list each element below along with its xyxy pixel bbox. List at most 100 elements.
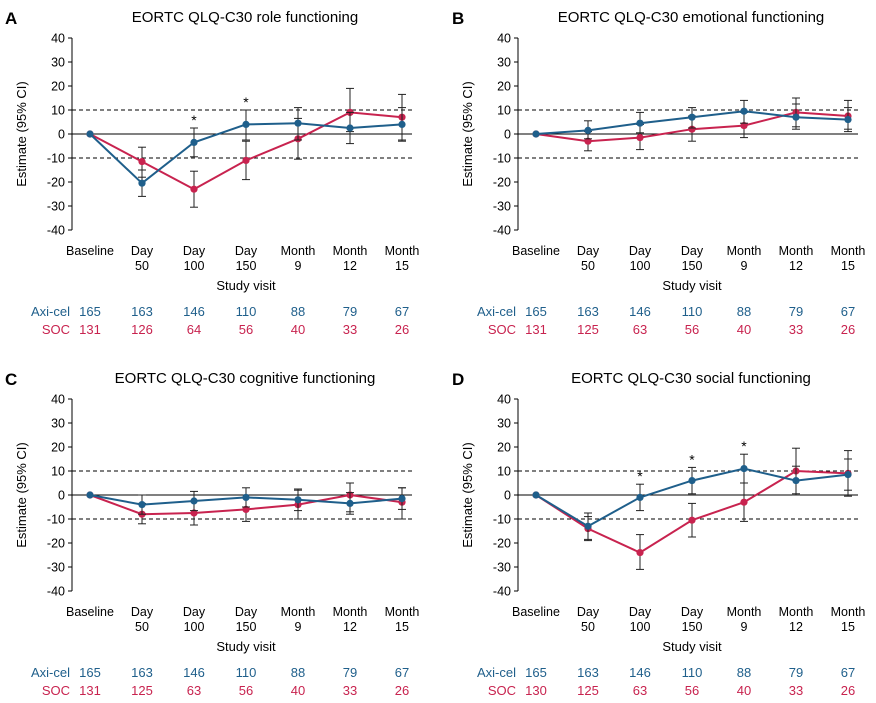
x-tick-label: Day bbox=[577, 605, 600, 619]
axicel-n-value: 67 bbox=[841, 665, 855, 680]
x-tick-label: Day bbox=[629, 244, 652, 258]
y-tick-label: 30 bbox=[51, 417, 65, 431]
y-tick-label: 10 bbox=[497, 465, 511, 479]
x-tick-label: Month bbox=[385, 244, 420, 258]
axicel-point bbox=[138, 179, 146, 187]
x-axis-label: Study visit bbox=[216, 278, 276, 293]
soc-n-value: 63 bbox=[633, 683, 647, 698]
soc-point bbox=[688, 516, 696, 524]
x-tick-label: 150 bbox=[682, 259, 703, 273]
x-axis-label: Study visit bbox=[662, 639, 722, 654]
x-tick-label: 50 bbox=[581, 259, 595, 273]
axicel-n-value: 88 bbox=[737, 304, 751, 319]
axicel-point bbox=[792, 477, 800, 485]
axicel-row-label: Axi-cel bbox=[31, 304, 70, 319]
x-tick-label: 100 bbox=[184, 259, 205, 273]
y-tick-label: -10 bbox=[47, 513, 65, 527]
y-tick-label: 10 bbox=[51, 465, 65, 479]
soc-n-value: 63 bbox=[187, 683, 201, 698]
soc-n-value: 26 bbox=[395, 322, 409, 337]
y-axis-label: Estimate (95% CI) bbox=[460, 442, 475, 547]
x-tick-label: Day bbox=[577, 244, 600, 258]
soc-n-value: 125 bbox=[131, 683, 153, 698]
soc-n-value: 56 bbox=[685, 683, 699, 698]
axicel-row-label: Axi-cel bbox=[31, 665, 70, 680]
x-tick-label: Month bbox=[779, 244, 814, 258]
axicel-n-value: 88 bbox=[737, 665, 751, 680]
significance-asterisk: * bbox=[689, 451, 695, 467]
x-tick-label: Month bbox=[281, 605, 316, 619]
soc-n-value: 125 bbox=[577, 683, 599, 698]
x-tick-label: 50 bbox=[135, 620, 149, 634]
x-tick-label: 15 bbox=[395, 620, 409, 634]
x-tick-label: Baseline bbox=[512, 605, 560, 619]
y-tick-label: 0 bbox=[504, 489, 511, 503]
soc-n-value: 64 bbox=[187, 322, 201, 337]
soc-n-value: 63 bbox=[633, 322, 647, 337]
y-axis-label: Estimate (95% CI) bbox=[14, 442, 29, 547]
x-tick-label: Month bbox=[779, 605, 814, 619]
soc-point bbox=[138, 158, 146, 166]
soc-n-value: 33 bbox=[789, 322, 803, 337]
panel-letter: B bbox=[452, 9, 464, 28]
soc-point bbox=[636, 134, 644, 142]
soc-point bbox=[242, 505, 250, 513]
x-tick-label: Month bbox=[385, 605, 420, 619]
soc-n-value: 40 bbox=[737, 683, 751, 698]
x-tick-label: 15 bbox=[841, 259, 855, 273]
soc-n-value: 26 bbox=[395, 683, 409, 698]
soc-n-value: 33 bbox=[343, 322, 357, 337]
significance-asterisk: * bbox=[741, 438, 747, 454]
x-tick-label: 100 bbox=[630, 620, 651, 634]
x-axis-label: Study visit bbox=[216, 639, 276, 654]
y-tick-label: 0 bbox=[504, 128, 511, 142]
axicel-point bbox=[86, 491, 94, 499]
soc-n-value: 56 bbox=[685, 322, 699, 337]
axicel-n-value: 110 bbox=[682, 665, 703, 680]
x-tick-label: Day bbox=[131, 244, 154, 258]
axicel-n-value: 110 bbox=[236, 304, 257, 319]
soc-point bbox=[190, 509, 198, 517]
soc-point bbox=[688, 125, 696, 133]
y-tick-label: -40 bbox=[493, 224, 511, 238]
soc-n-value: 131 bbox=[79, 683, 101, 698]
y-tick-label: -10 bbox=[493, 513, 511, 527]
axicel-n-value: 79 bbox=[343, 304, 357, 319]
y-tick-label: 40 bbox=[51, 32, 65, 46]
soc-n-value: 33 bbox=[343, 683, 357, 698]
x-tick-label: 50 bbox=[581, 620, 595, 634]
y-tick-label: 40 bbox=[497, 393, 511, 407]
x-tick-label: Day bbox=[629, 605, 652, 619]
soc-point bbox=[190, 185, 198, 193]
y-tick-label: 30 bbox=[51, 56, 65, 70]
y-tick-label: 40 bbox=[51, 393, 65, 407]
x-tick-label: 9 bbox=[295, 259, 302, 273]
axicel-n-value: 79 bbox=[789, 304, 803, 319]
x-tick-label: Day bbox=[235, 244, 258, 258]
panel-letter: C bbox=[5, 370, 17, 389]
axicel-row-label: Axi-cel bbox=[477, 304, 516, 319]
soc-n-value: 40 bbox=[291, 322, 305, 337]
axicel-point bbox=[138, 501, 146, 509]
x-tick-label: 150 bbox=[236, 620, 257, 634]
axicel-point bbox=[398, 120, 406, 128]
axicel-point bbox=[242, 120, 250, 128]
x-tick-label: 150 bbox=[236, 259, 257, 273]
axicel-point bbox=[740, 465, 748, 473]
axicel-n-value: 67 bbox=[395, 304, 409, 319]
axicel-n-value: 88 bbox=[291, 304, 305, 319]
y-tick-label: -30 bbox=[47, 561, 65, 575]
soc-point bbox=[242, 156, 250, 164]
y-tick-label: 20 bbox=[497, 441, 511, 455]
soc-point bbox=[740, 122, 748, 130]
soc-n-value: 40 bbox=[737, 322, 751, 337]
panel-title: EORTC QLQ-C30 emotional functioning bbox=[558, 9, 825, 26]
soc-n-value: 130 bbox=[525, 683, 547, 698]
x-tick-label: Month bbox=[333, 605, 368, 619]
axicel-n-value: 146 bbox=[629, 665, 651, 680]
soc-n-value: 131 bbox=[79, 322, 101, 337]
y-tick-label: 10 bbox=[51, 104, 65, 118]
soc-n-value: 125 bbox=[577, 322, 599, 337]
x-tick-label: 12 bbox=[343, 259, 357, 273]
x-tick-label: Month bbox=[727, 605, 762, 619]
